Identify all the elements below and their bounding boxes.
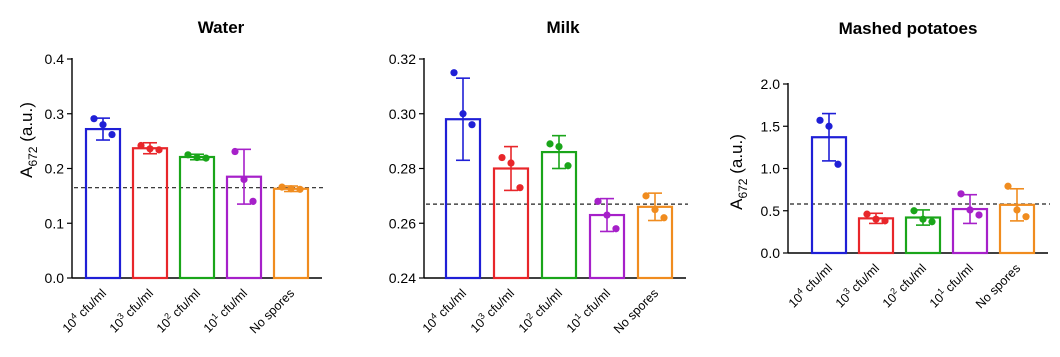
data-point — [459, 110, 467, 118]
data-point — [137, 141, 145, 150]
data-point — [287, 185, 295, 193]
y-tick-label: 0.28 — [389, 161, 416, 177]
data-point — [90, 115, 98, 123]
x-tick-label: 104 cfu/ml — [418, 285, 469, 336]
data-point — [612, 225, 620, 233]
chart-title: Mashed potatoes — [839, 19, 978, 38]
data-point — [872, 215, 880, 223]
x-tick-label: 101 cfu/ml — [925, 260, 976, 311]
y-tick-label: 0.4 — [45, 51, 65, 67]
y-tick-label: 0.3 — [45, 106, 65, 122]
data-point — [193, 153, 201, 162]
data-point — [202, 154, 210, 162]
data-point — [975, 211, 983, 219]
data-point — [816, 116, 824, 124]
data-point — [507, 159, 515, 167]
data-point — [564, 162, 572, 170]
x-tick-label: 101 cfu/ml — [562, 285, 613, 336]
data-point — [1013, 206, 1021, 214]
x-tick-label: 101 cfu/ml — [199, 285, 250, 336]
y-axis-label: A672 (a.u.) — [17, 102, 40, 178]
data-point — [825, 122, 833, 130]
data-point — [603, 211, 611, 219]
data-point — [1022, 213, 1030, 221]
data-point — [278, 183, 286, 191]
data-point — [146, 145, 154, 153]
chart-title: Water — [198, 18, 245, 37]
x-tick-label: 103 cfu/ml — [466, 285, 517, 336]
y-tick-label: 1.0 — [761, 161, 781, 177]
data-point — [184, 151, 192, 159]
bar — [272, 187, 310, 280]
data-point — [957, 190, 965, 198]
data-point — [651, 205, 659, 214]
y-tick-label: 0.26 — [389, 215, 416, 231]
data-point — [249, 197, 257, 205]
data-point — [555, 143, 563, 151]
data-point — [863, 210, 871, 218]
y-tick-label: 0.30 — [389, 106, 416, 122]
data-point — [881, 217, 889, 225]
x-tick-label: No spores — [973, 261, 1023, 311]
data-point — [108, 130, 116, 139]
data-point — [450, 69, 458, 77]
data-point — [1004, 182, 1012, 190]
data-point — [642, 192, 650, 200]
y-tick-label: 0.24 — [389, 270, 416, 286]
x-tick-label: No spores — [247, 286, 297, 336]
chart-title: Milk — [546, 18, 580, 37]
y-tick-label: 2.0 — [761, 76, 781, 92]
data-point — [660, 214, 668, 222]
data-point — [546, 140, 554, 148]
data-point — [834, 160, 842, 168]
y-tick-label: 0.32 — [389, 51, 416, 67]
x-tick-label: 104 cfu/ml — [58, 285, 109, 336]
x-tick-label: 103 cfu/ml — [831, 260, 882, 311]
x-tick-label: 102 cfu/ml — [878, 260, 929, 311]
y-tick-label: 0.0 — [761, 245, 781, 261]
y-tick-label: 0.5 — [761, 203, 781, 219]
data-point — [910, 207, 918, 215]
data-point — [296, 185, 304, 193]
data-point — [231, 147, 239, 156]
x-tick-label: 102 cfu/ml — [514, 285, 565, 336]
x-tick-label: No spores — [611, 286, 661, 336]
bar — [131, 147, 169, 280]
x-tick-label: 102 cfu/ml — [152, 285, 203, 336]
y-tick-label: 1.5 — [761, 118, 781, 134]
x-tick-label: 103 cfu/ml — [105, 285, 156, 336]
bar — [540, 150, 578, 280]
bar — [178, 155, 216, 280]
panel-mashed-potatoes: Mashed potatoes A672 (a.u.) 0.0 0.5 1.0 1.5… — [727, 19, 1050, 311]
y-tick-label: 0.2 — [45, 161, 65, 177]
panel-water: Water A672 (a.u.) 0.0 0.1 0.2 0.3 0.4 104 cfu… — [17, 18, 324, 336]
data-point — [919, 215, 927, 223]
data-point — [468, 121, 476, 129]
data-point — [240, 175, 248, 184]
y-tick-label: 0.1 — [45, 215, 65, 231]
data-point — [966, 206, 974, 214]
data-point — [155, 146, 163, 154]
y-tick-label: 0.0 — [45, 270, 65, 286]
bar — [84, 127, 122, 280]
data-point — [99, 121, 107, 129]
data-point — [498, 153, 506, 162]
data-point — [928, 218, 936, 226]
x-tick-label: 104 cfu/ml — [784, 260, 835, 311]
y-axis-label: A672 (a.u.) — [727, 134, 750, 210]
data-point — [594, 197, 602, 205]
data-point — [516, 184, 524, 192]
